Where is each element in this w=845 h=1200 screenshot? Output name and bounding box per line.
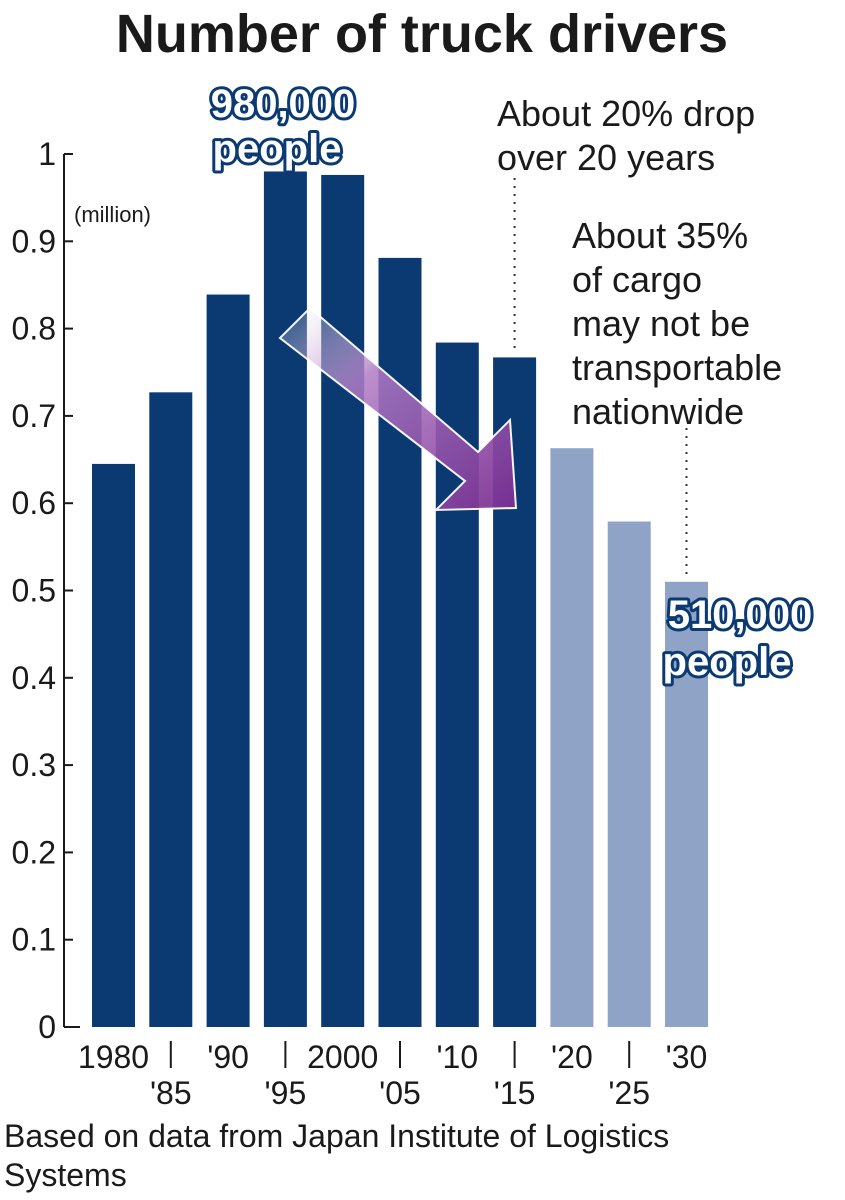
bars-group	[92, 171, 708, 1028]
bar-1980	[92, 463, 135, 1027]
cargo-note-line-2: of cargo	[572, 259, 702, 300]
x-tick-label: '15	[494, 1075, 536, 1111]
bar-90	[206, 294, 250, 1028]
bar-85	[149, 392, 193, 1028]
peak-label-line-1: 980,000	[211, 82, 356, 126]
y-tick-label: 0.9	[12, 223, 56, 259]
y-tick-label: 0.1	[12, 922, 56, 958]
y-tick-label: 0.8	[12, 311, 56, 347]
source-note: Based on data from Japan Institute of Lo…	[4, 1118, 669, 1193]
cargo-note-line-4: transportable	[572, 347, 782, 388]
chart-title: Number of truck drivers	[116, 4, 728, 64]
y-tick-label: 0	[38, 1009, 56, 1045]
unit-label: (million)	[74, 202, 151, 227]
y-tick-label: 0.3	[12, 747, 56, 783]
y-tick-label: 0.2	[12, 834, 56, 870]
x-tick-label: '05	[379, 1075, 421, 1111]
drop-note-line-2: over 20 years	[497, 137, 715, 178]
x-tick-label: '90	[207, 1039, 249, 1075]
x-tick-label: '25	[608, 1075, 650, 1111]
source-line-2: Systems	[4, 1157, 127, 1193]
x-tick-label: '85	[150, 1075, 192, 1111]
drop-note-line-1: About 20% drop	[497, 93, 755, 134]
bar-25	[607, 521, 651, 1027]
y-tick-label: 0.6	[12, 485, 56, 521]
y-tick-label: 0.7	[12, 398, 56, 434]
x-tick-label: '10	[436, 1039, 478, 1075]
cargo-note-line-5: nationwide	[572, 391, 744, 432]
x-tick-label: 2000	[307, 1039, 378, 1075]
bar-2000	[321, 174, 365, 1027]
y-axis: 0 0.1 0.2 0.3 0.4 0.5 0.6 0.7 0.8 0.9 1	[12, 136, 73, 1045]
x-tick-label: '30	[666, 1039, 708, 1075]
peak-label-line-2: people	[213, 127, 342, 171]
end-label-line-2: people	[663, 640, 792, 684]
trend-arrow-shape	[278, 306, 518, 512]
y-tick-label: 0.5	[12, 573, 56, 609]
bar-20	[550, 448, 594, 1027]
bar-95	[263, 171, 307, 1027]
trend-arrow	[278, 306, 518, 512]
cargo-note-line-3: may not be	[572, 303, 750, 344]
x-tick-label: '95	[265, 1075, 307, 1111]
x-tick-label: '20	[551, 1039, 593, 1075]
cargo-note-line-1: About 35%	[572, 215, 748, 256]
y-tick-label: 0.4	[12, 660, 56, 696]
x-tick-label: 1980	[78, 1039, 149, 1075]
y-tick-label: 1	[38, 136, 56, 172]
end-label-line-1: 510,000	[668, 593, 813, 637]
source-line-1: Based on data from Japan Institute of Lo…	[4, 1118, 669, 1154]
bar-30	[665, 581, 708, 1027]
